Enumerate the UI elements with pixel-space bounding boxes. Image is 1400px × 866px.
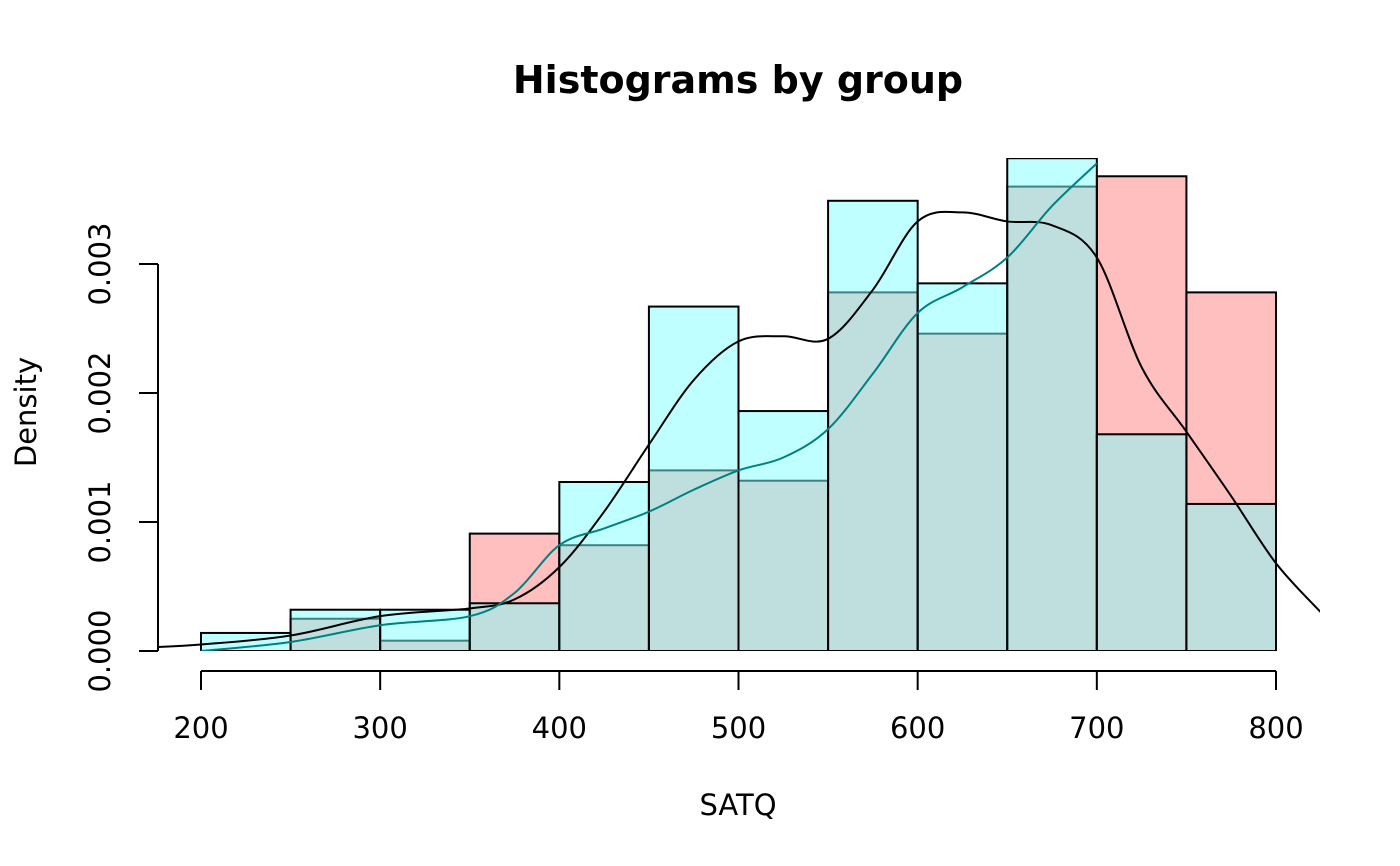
bar-series2-bin-550 — [827, 199, 919, 651]
bar-series2-bin-600 — [916, 282, 1009, 651]
bar-series2-bin-400 — [558, 481, 650, 651]
y-tick-label-2: 0.002 — [83, 351, 117, 434]
x-tick-label-200: 200 — [173, 711, 228, 745]
y-tick-label-1: 0.001 — [83, 480, 117, 563]
density-curve-series2 — [200, 162, 1098, 651]
bar-series2-bin-200 — [200, 631, 292, 651]
density-curve-series1 — [158, 210, 1320, 649]
bar-series2-bin-350 — [468, 602, 561, 651]
bar-series2-bin-250 — [289, 608, 382, 651]
bars-layer — [200, 158, 1277, 651]
bar-series2-bin-500 — [737, 410, 830, 651]
x-tick-label-300: 300 — [352, 711, 407, 745]
bar-series2-bin-750 — [1185, 502, 1277, 651]
density-curves-layer — [158, 162, 1320, 651]
bar-series2-bin-650 — [1006, 158, 1098, 651]
bar-series2-bin-700 — [1095, 433, 1188, 651]
y-tick-label-3: 0.003 — [83, 222, 117, 305]
x-tick-label-400: 400 — [532, 711, 587, 745]
y-tick-label-0: 0.000 — [83, 609, 117, 692]
x-tick-label-800: 800 — [1248, 711, 1303, 745]
y-axis: 0.000 0.001 0.002 0.003 — [83, 222, 159, 693]
x-axis-label: SATQ — [699, 788, 776, 822]
y-axis-label: Density — [9, 357, 43, 467]
x-tick-label-700: 700 — [1069, 711, 1124, 745]
chart-title: Histograms by group — [513, 58, 963, 102]
x-tick-label-500: 500 — [711, 711, 766, 745]
bar-series2-bin-300 — [379, 608, 471, 651]
x-tick-label-600: 600 — [890, 711, 945, 745]
bar-series2-bin-450 — [647, 305, 740, 651]
x-axis: 200 300 400 500 600 700 800 — [173, 670, 1304, 745]
